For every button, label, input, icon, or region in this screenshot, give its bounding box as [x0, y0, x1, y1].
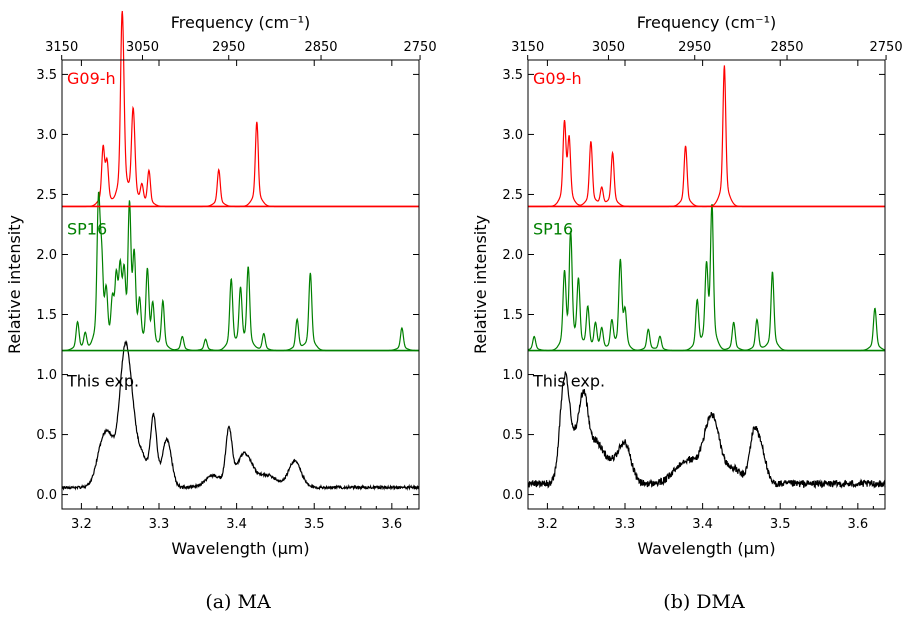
plot-frame	[61, 59, 420, 510]
y-tick-label-0: 0.0	[36, 488, 57, 503]
freq-tick-label-2: 2950	[212, 40, 245, 55]
plot-frame	[527, 59, 886, 510]
x-tick-label-2: 3.4	[692, 517, 713, 532]
freq-tick-label-4: 2750	[870, 40, 903, 55]
freq-tick-label-3: 2850	[770, 40, 803, 55]
x-tick-label-4: 3.6	[381, 517, 402, 532]
top-axis-label: Frequency (cm⁻¹)	[171, 13, 310, 32]
y-tick-label-3: 1.5	[36, 308, 57, 323]
y-tick-label-7: 3.5	[502, 68, 523, 83]
caption-dma: (b) DMA	[663, 591, 745, 613]
freq-tick-label-2: 2950	[678, 40, 711, 55]
x-tick-label-3: 3.5	[304, 517, 325, 532]
series-1-line	[527, 204, 886, 352]
series-label-1: SP16	[67, 219, 107, 238]
y-tick-label-2: 1.0	[502, 368, 523, 383]
freq-tick-label-4: 2750	[404, 40, 437, 55]
y-tick-label-4: 2.0	[502, 248, 523, 263]
series-label-2: This exp.	[532, 372, 605, 391]
series-2-line	[527, 371, 886, 490]
series-2-line	[61, 339, 420, 491]
freq-tick-label-0: 3150	[45, 40, 78, 55]
y-tick-label-6: 3.0	[502, 128, 523, 143]
x-tick-label-1: 3.3	[149, 517, 170, 532]
series-label-0: G09-h	[533, 69, 582, 88]
y-tick-label-3: 1.5	[502, 308, 523, 323]
series-1-line	[62, 191, 419, 352]
y-tick-label-1: 0.5	[502, 428, 523, 443]
y-tick-label-5: 2.5	[36, 188, 57, 203]
x-axis-label: Wavelength (μm)	[171, 539, 309, 558]
y-tick-label-6: 3.0	[36, 128, 57, 143]
series-label-2: This exp.	[66, 372, 139, 391]
series-label-1: SP16	[533, 219, 573, 238]
series-label-0: G09-h	[67, 69, 116, 88]
freq-tick-label-0: 3150	[511, 40, 544, 55]
y-tick-label-5: 2.5	[502, 188, 523, 203]
y-tick-label-7: 3.5	[36, 68, 57, 83]
y-tick-label-0: 0.0	[502, 488, 523, 503]
y-tick-label-4: 2.0	[36, 248, 57, 263]
freq-tick-label-1: 3050	[126, 40, 159, 55]
x-axis-label: Wavelength (μm)	[637, 539, 775, 558]
x-tick-label-4: 3.6	[847, 517, 868, 532]
chart-dma: G09-h SP16 This exp. 3.2 3.3 3.4 3.5 3.6 3150 305…	[471, 13, 903, 558]
top-axis-label: Frequency (cm⁻¹)	[637, 13, 776, 32]
x-tick-label-2: 3.4	[226, 517, 247, 532]
x-tick-label-0: 3.2	[71, 517, 92, 532]
chart-ma: G09-h SP16 This exp. 3.2 3.3 3.4 3.5 3.6 3150 305…	[5, 10, 437, 558]
y-tick-label-2: 1.0	[36, 368, 57, 383]
y-tick-label-1: 0.5	[36, 428, 57, 443]
freq-tick-label-3: 2850	[304, 40, 337, 55]
freq-tick-label-1: 3050	[592, 40, 625, 55]
y-axis-label: Relative intensity	[5, 215, 24, 354]
caption-ma: (a) MA	[205, 591, 271, 613]
x-tick-label-1: 3.3	[615, 517, 636, 532]
y-axis-label: Relative intensity	[471, 215, 490, 354]
x-tick-label-3: 3.5	[770, 517, 791, 532]
x-tick-label-0: 3.2	[537, 517, 558, 532]
